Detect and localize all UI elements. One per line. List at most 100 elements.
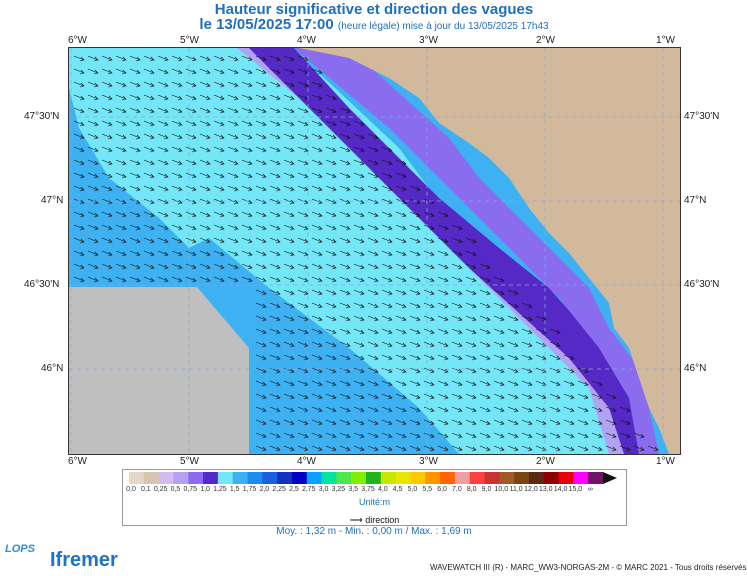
direction-arrow (255, 341, 267, 348)
direction-arrow (353, 419, 365, 426)
direction-arrow (311, 237, 323, 244)
sea-band-0-5m (237, 48, 639, 454)
direction-arrow (283, 289, 295, 296)
direction-arrow (87, 146, 99, 153)
direction-arrow (549, 432, 561, 439)
direction-arrow (381, 146, 393, 153)
direction-arrow (213, 68, 225, 75)
direction-arrow (255, 432, 267, 439)
direction-arrow (437, 432, 449, 439)
direction-arrow (269, 237, 281, 244)
direction-arrow (143, 250, 155, 257)
direction-arrow (451, 354, 463, 361)
legend-swatch (143, 472, 160, 484)
direction-arrow (227, 94, 239, 101)
direction-arrow (437, 211, 449, 218)
direction-arrow (171, 250, 183, 257)
direction-arrow (255, 68, 267, 75)
direction-arrow (171, 224, 183, 231)
direction-arrow (353, 289, 365, 296)
direction-arrow (381, 211, 393, 218)
direction-arrow (101, 276, 113, 283)
direction-arrow (199, 224, 211, 231)
lat-label-left: 47°N (41, 195, 64, 206)
direction-arrow (339, 172, 351, 179)
lat-label-left: 46°30'N (24, 279, 60, 290)
direction-arrow (353, 328, 365, 335)
direction-arrow (577, 406, 589, 413)
direction-arrow (311, 250, 323, 257)
direction-arrow (605, 419, 617, 426)
direction-arrow (241, 146, 253, 153)
direction-arrow (311, 432, 323, 439)
legend-label: 3,0 (318, 486, 329, 493)
direction-arrow (339, 432, 351, 439)
legend-label: 0,1 (140, 486, 151, 493)
direction-arrow (479, 432, 491, 439)
update-text: (heure légale) mise à jour du 13/05/2025… (337, 21, 549, 32)
direction-arrow (157, 237, 169, 244)
direction-arrow (367, 380, 379, 387)
direction-arrow (353, 380, 365, 387)
legend-swatch (440, 472, 456, 484)
direction-arrow (591, 419, 603, 426)
legend-label: ∞ (587, 486, 593, 493)
direction-arrow (325, 302, 337, 309)
direction-arrow (395, 237, 407, 244)
direction-arrow (423, 354, 435, 361)
direction-arrow (479, 393, 491, 400)
direction-arrow (549, 341, 561, 348)
direction-arrow (255, 120, 267, 127)
direction-arrow (339, 354, 351, 361)
lon-label-top: 6°W (68, 35, 87, 46)
direction-arrow (465, 250, 477, 257)
direction-arrow (171, 185, 183, 192)
direction-arrow (143, 107, 155, 114)
legend-swatch (469, 472, 485, 484)
direction-arrow (507, 315, 519, 322)
direction-arrow (521, 367, 533, 374)
direction-arrow (325, 419, 337, 426)
direction-arrow (353, 172, 365, 179)
direction-arrow (185, 120, 197, 127)
direction-arrow (269, 419, 281, 426)
direction-arrow (409, 445, 421, 452)
direction-arrow (213, 55, 225, 62)
direction-arrow (395, 302, 407, 309)
direction-arrow (227, 159, 239, 166)
direction-arrow (479, 289, 491, 296)
direction-arrow (269, 133, 281, 140)
direction-arrow (185, 211, 197, 218)
direction-arrow (591, 380, 603, 387)
direction-arrow (213, 94, 225, 101)
direction-arrow (199, 133, 211, 140)
direction-arrow (451, 406, 463, 413)
direction-arrow (255, 237, 267, 244)
direction-arrow (395, 159, 407, 166)
direction-arrow (409, 315, 421, 322)
legend-label: 2,75 (301, 486, 316, 493)
direction-arrow (283, 81, 295, 88)
legend-swatch (514, 472, 530, 484)
direction-arrow (297, 250, 309, 257)
direction-arrow (115, 276, 127, 283)
direction-arrow (213, 159, 225, 166)
legend-swatch (484, 472, 500, 484)
direction-arrow (73, 185, 85, 192)
direction-arrow (73, 81, 85, 88)
direction-arrow (227, 133, 239, 140)
direction-arrow (157, 68, 169, 75)
direction-arrow (129, 68, 141, 75)
direction-arrow (255, 393, 267, 400)
direction-arrow (325, 224, 337, 231)
direction-arrow (577, 367, 589, 374)
lon-label-top: 1°W (656, 35, 675, 46)
direction-arrow (437, 315, 449, 322)
direction-arrow (255, 263, 267, 270)
direction-arrow (493, 393, 505, 400)
direction-arrow (213, 185, 225, 192)
direction-arrow (619, 406, 631, 413)
direction-arrow (87, 211, 99, 218)
direction-arrow (101, 250, 113, 257)
legend-label: 5,0 (407, 486, 418, 493)
